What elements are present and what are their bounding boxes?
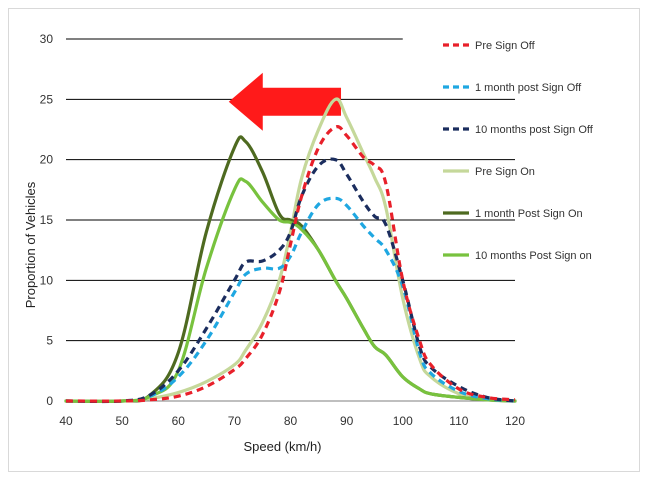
annotation-layer [228,72,342,131]
x-tick-label: 40 [59,414,73,428]
legend-label-0: Pre Sign Off [475,40,536,52]
x-tick-label: 120 [505,414,525,428]
y-tick-label: 20 [40,153,54,167]
y-axis-title: Proportion of Vehicles [23,181,38,308]
y-tick-label: 15 [40,213,54,227]
series-line-3 [64,97,517,403]
x-tick-label: 60 [172,414,186,428]
chart-frame: 0 5 10 15 20 25 30 40 50 60 70 80 90 100 110 120 Pre S… [8,8,640,472]
legend-label-2: 10 months post Sign Off [475,124,594,136]
x-tick-label: 110 [449,414,468,428]
y-tick-label: 5 [46,334,53,348]
x-tick-label: 90 [340,414,354,428]
series-line-1 [65,196,516,403]
legend: Pre Sign Off 1 month post Sign Off 10 mont… [443,40,594,262]
series-line-0 [65,125,516,403]
x-tick-label: 80 [284,414,298,428]
legend-label-1: 1 month post Sign Off [475,82,582,94]
x-axis-title: Speed (km/h) [243,439,321,454]
y-tick-label: 10 [40,273,54,287]
y-tick-label: 30 [40,32,54,46]
left-arrow-annotation [228,72,342,131]
legend-label-3: Pre Sign On [475,166,535,178]
line-chart: 0 5 10 15 20 25 30 40 50 60 70 80 90 100 110 120 Pre S… [23,32,594,454]
y-tick-label: 25 [40,92,54,106]
y-tick-labels: 0 5 10 15 20 25 30 [40,32,54,408]
x-tick-label: 100 [393,414,413,428]
y-tick-label: 0 [46,394,53,408]
x-tick-labels: 40 50 60 70 80 90 100 110 120 [59,414,525,428]
series-line-4 [64,135,517,404]
series-line-2 [65,157,516,404]
legend-label-5: 10 months Post Sign on [475,250,592,262]
x-tick-label: 70 [228,414,242,428]
series-lines [64,97,517,404]
series-line-5 [64,177,517,403]
legend-label-4: 1 month Post Sign On [475,208,583,220]
x-tick-label: 50 [115,414,129,428]
